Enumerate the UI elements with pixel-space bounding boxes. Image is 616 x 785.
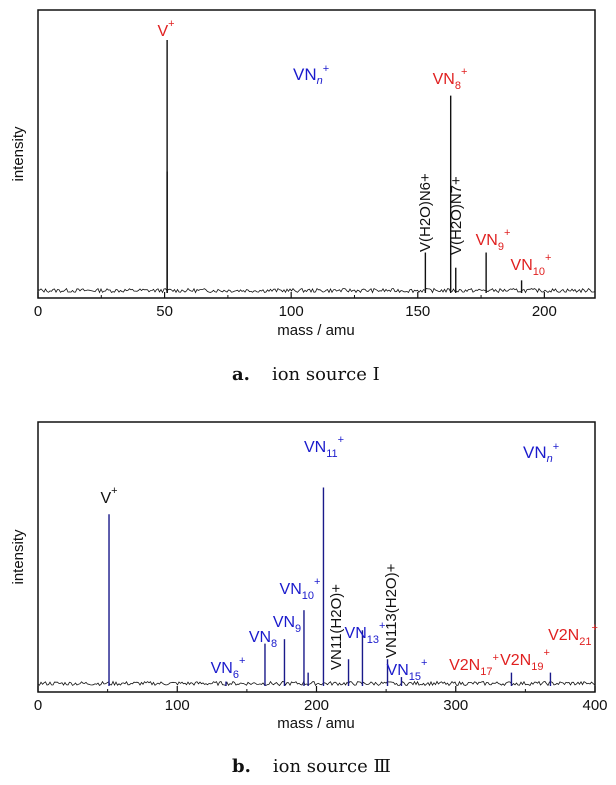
vertical-peak-label: VN11(H2O)+ [328, 584, 345, 670]
x-tick-label: 0 [34, 697, 42, 714]
peak-label: VN8 [249, 629, 277, 650]
peak-label: VN11+ [304, 434, 344, 460]
panel-b-peaks [108, 487, 552, 686]
peak-label: VN9 [273, 614, 301, 635]
panel-b-x-ticks: 0 100 200 300 400 [34, 686, 608, 714]
peak-label: VN6+ [211, 655, 246, 681]
x-tick-label: 200 [304, 697, 329, 714]
panel-b-y-label: intensity [10, 529, 27, 585]
baseline-trace [37, 680, 595, 687]
vertical-peak-label: V(H2O)N7+ [448, 176, 465, 255]
x-tick-label: 50 [156, 303, 173, 320]
panel-a-x-label: mass / amu [277, 322, 355, 339]
x-tick-label: 0 [34, 303, 42, 320]
peak-label: VN10+ [511, 252, 552, 278]
panel-a-series-legend: VNn+ [293, 63, 329, 87]
peak-label: V2N21+ [548, 622, 598, 648]
panel-a-caption: a. ion source Ⅰ [232, 364, 380, 385]
baseline-trace [37, 287, 595, 294]
panel-a-y-label: intensity [10, 126, 27, 182]
x-tick-label: 300 [443, 697, 468, 714]
peak-label: VN13+ [345, 620, 386, 646]
vertical-peak-label: VN113(H2O)+ [383, 563, 400, 658]
peak-label: VN9+ [476, 227, 511, 253]
peak-label: V2N19+ [500, 647, 550, 673]
panel-b-baseline [37, 680, 595, 687]
peak-label: VN8+ [433, 66, 468, 92]
peak-label: V+ [157, 18, 174, 40]
panel-b-series-legend: VNn+ [523, 441, 559, 465]
x-tick-label: 200 [532, 303, 557, 320]
x-tick-label: 100 [165, 697, 190, 714]
x-tick-label: 100 [279, 303, 304, 320]
peak-label: V+ [100, 485, 117, 507]
panel-b-caption: b. ion source Ⅲ [232, 756, 391, 777]
panel-a-peak-labels: V+ VN8+ VN9+VN10+ V(H2O)N6+ V(H2O)N7+ [157, 18, 551, 278]
panel-a-baseline [37, 287, 595, 294]
peak-label: VN10+ [280, 576, 321, 602]
x-tick-label: 400 [582, 697, 607, 714]
panel-a-peaks [166, 40, 523, 293]
x-tick-label: 150 [405, 303, 430, 320]
peak-label: V2N17+ [449, 652, 499, 678]
panel-b-x-label: mass / amu [277, 715, 355, 732]
panel-b-chart: 0 100 200 300 400 mass / amu intensity V+ VN6… [10, 421, 608, 777]
panel-a-plot-frame [37, 9, 596, 299]
panel-a-chart: 0 50 100 150 200 mass / amu intensity V+ VN8+… [10, 9, 596, 385]
panel-a-x-ticks: 0 50 100 150 200 [34, 292, 557, 320]
peak-label: VN15+ [387, 657, 428, 683]
vertical-peak-label: V(H2O)N6+ [417, 173, 434, 252]
